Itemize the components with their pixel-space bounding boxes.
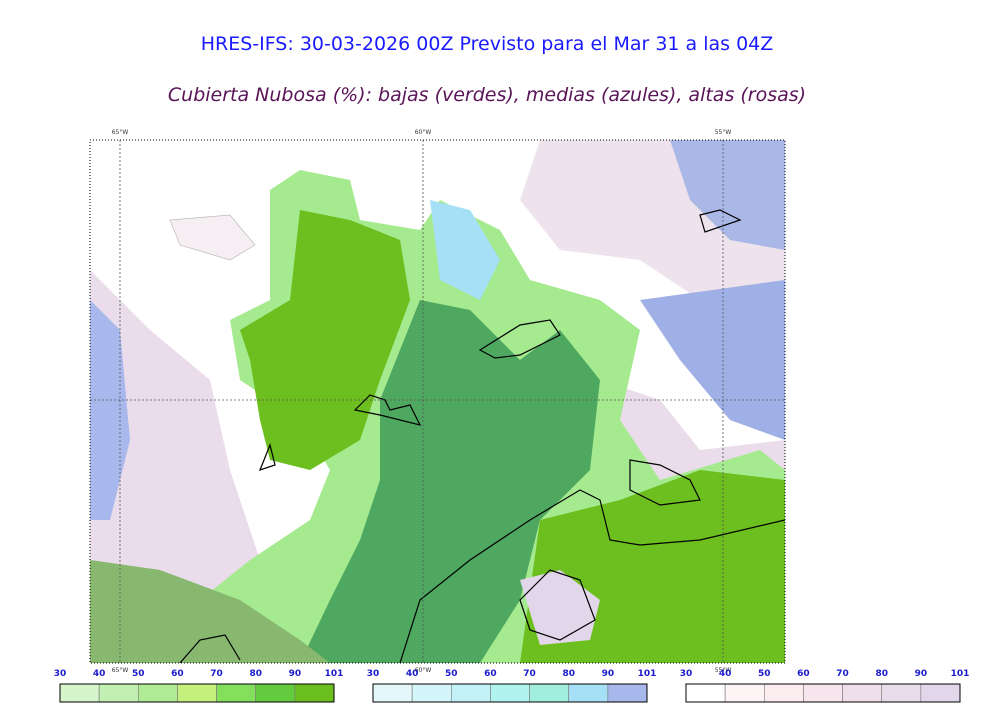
colorbars: 30 40 50 60 70 80 90 101 30 40 50 60 70 80 90 101 30 40 50…	[54, 669, 970, 703]
colorbar-swatch	[881, 683, 922, 703]
colorbar-swatch	[255, 683, 296, 703]
colorbar-label: 30	[680, 669, 693, 679]
colorbar-label: 90	[915, 669, 928, 679]
colorbar-label: 30	[367, 669, 380, 679]
colorbar-swatch	[411, 683, 452, 703]
colorbar-swatch	[372, 683, 413, 703]
colorbar-swatch	[216, 683, 257, 703]
colorbar-label: 80	[249, 669, 262, 679]
lon-label: 55°W	[715, 667, 732, 674]
colorbar-label: 60	[797, 669, 810, 679]
colorbar-frame	[59, 683, 335, 703]
coastline	[399, 489, 785, 663]
colorbar-label: 101	[638, 669, 657, 679]
lon-label: 60°W	[415, 667, 432, 674]
coastline	[478, 319, 561, 359]
colorbar-label: 60	[484, 669, 497, 679]
coastline	[353, 394, 422, 426]
high-cloud	[169, 214, 256, 261]
high-cloud	[520, 570, 600, 645]
colorbar-label: 70	[210, 669, 223, 679]
colorbar-swatch	[98, 683, 139, 703]
colorbar-swatch	[137, 683, 178, 703]
colorbar-label: 40	[719, 669, 732, 679]
colorbar-swatch	[724, 683, 765, 703]
colorbar-swatch	[763, 683, 804, 703]
colorbar-swatch	[568, 683, 609, 703]
low-cloud	[240, 210, 410, 470]
colorbar-frame	[372, 683, 648, 703]
colorbar-label: 60	[171, 669, 184, 679]
colorbar-label: 40	[93, 669, 106, 679]
low-cloud	[90, 560, 330, 663]
colorbar-swatch	[803, 683, 843, 703]
colorbar-label: 70	[523, 669, 536, 679]
colorbar-frame	[685, 683, 961, 703]
colorbar-label: 40	[406, 669, 419, 679]
colorbar-swatch	[294, 683, 335, 703]
coastline	[179, 634, 241, 663]
colorbar-label: 30	[54, 669, 67, 679]
colorbar-label: 70	[836, 669, 849, 679]
high-cloud	[90, 270, 260, 600]
lon-label: 60°W	[415, 129, 432, 136]
coastline	[258, 443, 276, 471]
colorbar-label: 50	[445, 669, 458, 679]
colorbar-swatch	[920, 683, 961, 703]
lon-label: 55°W	[715, 129, 732, 136]
lon-label: 65°W	[112, 667, 129, 674]
colorbar-label: 90	[602, 669, 615, 679]
colorbar-swatch	[529, 683, 570, 703]
colorbar-swatch	[59, 683, 100, 703]
map: 65°W 60°W 55°W 65°W 60°W 55°W	[89, 129, 786, 674]
mid-cloud	[640, 280, 785, 440]
colorbar-label: 50	[132, 669, 145, 679]
colorbar-swatch	[490, 683, 530, 703]
colorbar-label: 50	[758, 669, 771, 679]
colorbar-swatch	[450, 683, 491, 703]
colorbar-label: 90	[289, 669, 302, 679]
colorbar-label: 80	[562, 669, 575, 679]
mid-cloud	[430, 200, 500, 300]
coastline	[699, 209, 742, 233]
colorbar-label: 101	[951, 669, 970, 679]
low-cloud	[300, 300, 600, 663]
colorbar-label: 101	[325, 669, 344, 679]
colorbar-swatch	[842, 683, 883, 703]
colorbar-swatch	[177, 683, 217, 703]
colorbar-swatch	[685, 683, 726, 703]
subtitle: Cubierta Nubosa (%): bajas (verdes), med…	[168, 84, 806, 106]
colorbar-swatch	[607, 683, 648, 703]
coastline	[519, 569, 596, 641]
colorbar-label: 80	[875, 669, 888, 679]
title: HRES-IFS: 30-03-2026 00Z Previsto para e…	[201, 33, 774, 55]
coastlines	[179, 209, 785, 663]
mid-cloud	[670, 140, 785, 250]
lon-label: 65°W	[112, 129, 129, 136]
coastline	[629, 459, 701, 506]
cloud-fields	[90, 140, 785, 663]
graticule	[90, 140, 785, 663]
